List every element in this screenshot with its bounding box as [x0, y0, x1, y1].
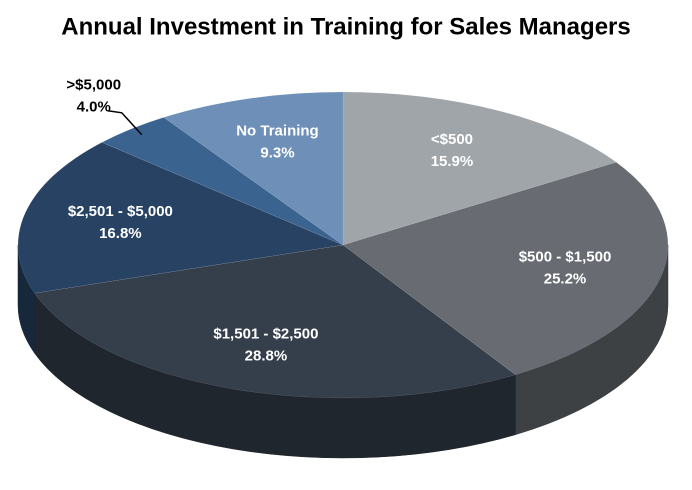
slice-label: No Training 9.3% — [236, 122, 319, 161]
leader-line — [107, 110, 143, 136]
slice — [17, 142, 344, 294]
slice — [342, 91, 617, 246]
chart-title: Annual Investment in Training for Sales … — [61, 13, 630, 40]
slice-label: $2,501 - $5,000 16.8% — [68, 203, 173, 242]
slice-label: >$5,000 4.0% — [66, 77, 121, 116]
value-label: 25.2% — [544, 270, 587, 287]
category-label: $500 - $1,500 — [519, 248, 612, 265]
value-label: 9.3% — [260, 144, 294, 161]
slice — [101, 117, 344, 246]
category-label: No Training — [236, 122, 319, 139]
slice — [342, 161, 669, 375]
slice-label: $1,501 - $2,500 28.8% — [213, 326, 318, 365]
value-label: 15.9% — [431, 153, 474, 170]
value-label: 16.8% — [99, 225, 142, 242]
value-label: 4.0% — [77, 99, 111, 116]
slice — [34, 244, 516, 399]
category-label: <$500 — [431, 131, 473, 148]
category-label: $1,501 - $2,500 — [213, 326, 318, 343]
category-label: >$5,000 — [66, 77, 121, 94]
value-label: 28.8% — [245, 348, 288, 365]
slice-label: <$500 15.9% — [431, 131, 474, 170]
category-label: $2,501 - $5,000 — [68, 203, 173, 220]
slice — [163, 91, 344, 246]
slice-label: $500 - $1,500 25.2% — [519, 248, 612, 287]
